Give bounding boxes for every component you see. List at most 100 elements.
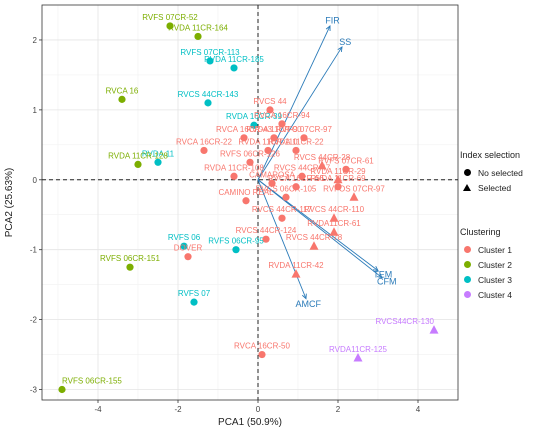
point-label: RVCA 16CR-43 [216,125,272,134]
point-label: RVFS 06CR-151 [100,254,160,263]
point-label: RVDA 11CR-110 [238,137,298,146]
point-marker [200,146,208,155]
point-marker [262,235,270,243]
point-label: RVDA 11 [142,149,175,158]
point-marker [278,120,286,128]
selected-point-marker [333,174,343,184]
point-marker [258,350,266,359]
point-marker [118,95,126,103]
vector-label: CFM [377,276,397,286]
point-label: RVDA 11CR-42 [268,261,324,270]
point-label: RVDA 11CR-69 [310,174,366,183]
vector-label: SS [339,37,351,47]
point-label: RVCS 44 [253,97,287,106]
point-label: RVFS 06CR-126 [220,149,280,158]
point-marker [250,121,258,129]
point-label: RVFS 06CR-155 [62,377,122,386]
x-tick-label: 0 [256,405,261,414]
plot-panel [41,4,459,401]
point-marker [268,179,276,187]
legend-label: Selected [478,182,512,193]
point-marker [264,146,272,155]
point-label: RVCA 16CR-22 [176,137,232,146]
vector-label: FIR [325,16,340,26]
point-label: CAMAROSA [249,170,295,179]
y-tick-label: -1 [30,246,38,255]
vector-arrowhead [337,46,343,52]
point-marker [278,214,286,222]
point-marker [334,183,342,191]
loading-vector-amcf [257,179,307,299]
axis-ticks: -4 -2 0 2 4 -3 -2 -1 0 1 2 [30,36,421,414]
legend-item: No selected [460,165,523,180]
point-marker [230,64,238,72]
point-label: RVCS 44CR-124 [236,226,297,235]
point-marker [126,263,134,271]
vector-label: TEM [373,269,392,279]
point-label: RVCA 16CR-94 [254,111,310,120]
point-label: RVDA 16CR-39 [226,112,282,121]
point-marker [180,242,188,250]
point-marker [166,22,174,30]
selected-point-marker [429,325,439,334]
y-tick-label: -3 [30,386,38,395]
point-marker [232,246,240,254]
point-label: RVCA 16 [106,86,139,95]
loading-vector-fir [257,25,331,180]
point-label: CAMINO REAL [218,188,274,197]
point-marker [282,193,290,201]
point-label: RVFS 07CR-113 [180,48,240,57]
zero-lines [42,5,458,400]
legend-clustering: Clustering Cluster 1 Cluster 2 Cluster 3… [460,227,512,302]
point-marker [246,158,254,166]
point-marker [270,134,278,142]
x-tick-label: 2 [336,405,341,414]
point-label: RVDA 11CR-29 [310,167,366,176]
legend-label: Cluster 3 [478,274,513,285]
point-label: RVCS 06CR-105 [256,184,317,193]
point-marker [292,183,300,191]
legend-label: Cluster 2 [478,259,513,270]
x-tick-label: -2 [174,405,182,414]
point-marker [204,99,212,107]
cluster-color-icon [463,291,471,298]
selected-point-marker [317,160,327,170]
vector-arrowhead [373,266,379,272]
legend-label: No selected [478,167,523,178]
point-label: RVDA11CR-125 [329,345,388,354]
point-marker [154,158,162,166]
point-label: RVCA 16CR-66 [268,174,324,183]
point-marker [194,32,202,41]
legend-item: Selected [460,180,523,195]
point-marker [230,172,238,180]
circle-symbol-icon [463,169,471,176]
point-marker [242,197,250,205]
point-label: RVCS 44CR-47 [274,163,331,172]
triangle-symbol-icon [463,184,471,191]
point-label: RVDA 11CR-164 [168,23,228,32]
point-marker [266,106,274,114]
point-label: RVCS 44CR-28 [294,153,351,162]
x-tick-label: -4 [94,405,102,414]
x-axis-title: PCA1 (50.9%) [218,417,282,428]
point-label: RVFS 07 [178,289,211,298]
cluster-color-icon [463,276,471,283]
cluster-color-icon [463,261,471,268]
point-label: RVFS 07CR-61 [318,156,374,165]
point-label: RVDA 11CR-22 [268,137,324,146]
point-marker [206,57,214,65]
vector-arrowhead [301,293,307,300]
point-label: RVFS 06 [168,233,201,242]
point-label: RVDA 11CR-185 [204,55,264,64]
loading-vector-ss [257,46,343,181]
point-marker [190,298,198,306]
point-label: RVFOS 07CR-97 [323,184,385,193]
point-label: RVDA 11CR-108 [204,163,264,172]
point-label: RVCA 16CR-50 [234,342,290,351]
selected-point-marker [329,227,339,236]
vector-label: AMCF [295,299,321,309]
point-marker [300,134,308,142]
